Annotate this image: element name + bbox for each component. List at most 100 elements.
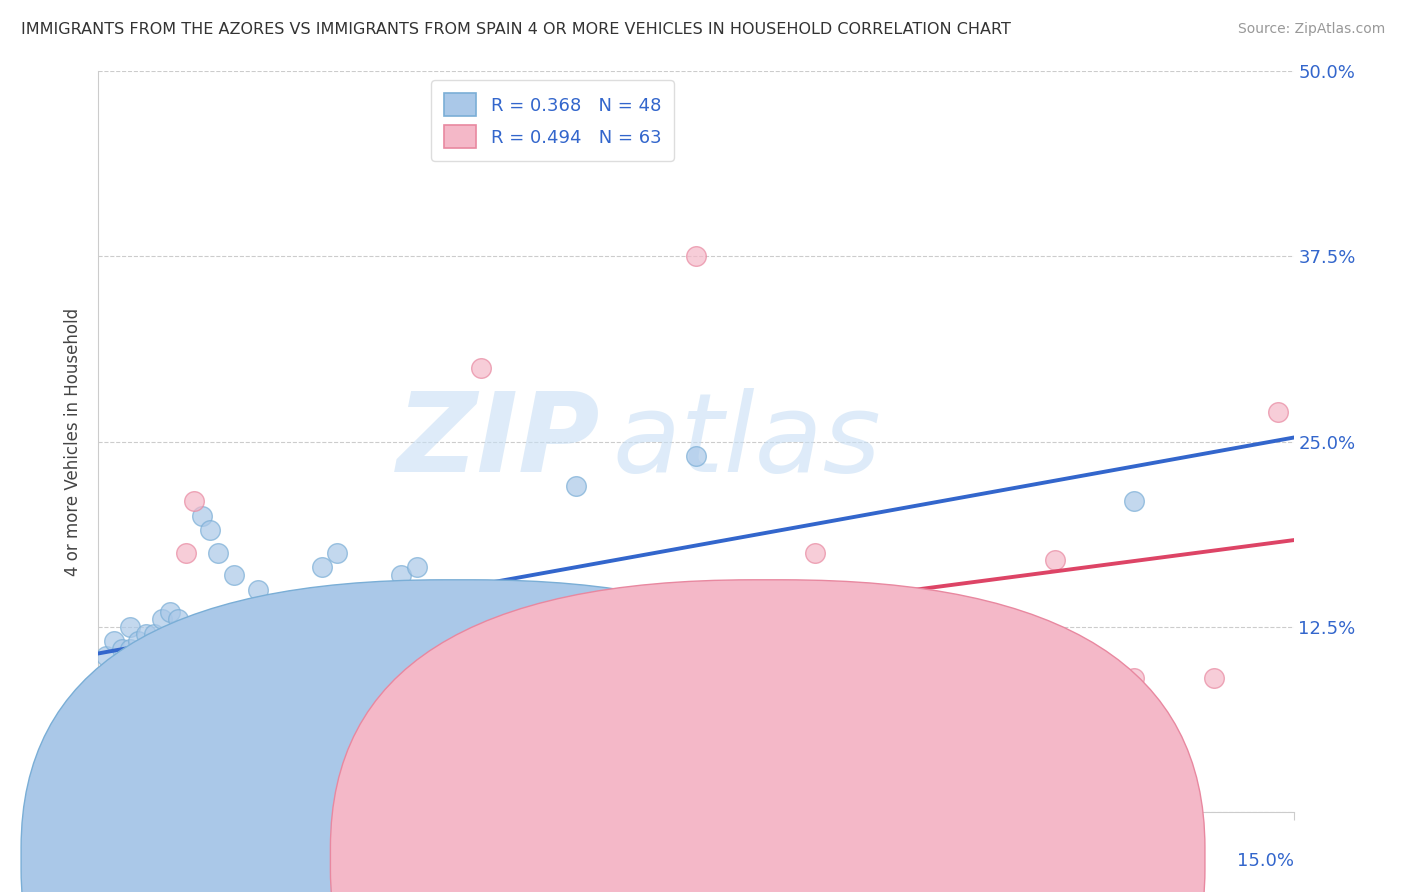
Point xyxy=(231,641,253,656)
Point xyxy=(143,664,166,678)
Point xyxy=(287,789,309,804)
Point xyxy=(963,664,986,678)
Point xyxy=(143,731,166,745)
Text: Immigrants from the Azores: Immigrants from the Azores xyxy=(485,849,718,868)
Point xyxy=(191,708,214,723)
Point xyxy=(685,250,707,264)
Point xyxy=(159,657,181,671)
Point xyxy=(326,612,349,626)
Point xyxy=(111,686,134,700)
Point xyxy=(724,694,747,708)
Point xyxy=(470,360,492,375)
Point xyxy=(263,612,285,626)
Point xyxy=(406,560,429,574)
Point xyxy=(127,715,149,730)
Point xyxy=(565,664,588,678)
Point xyxy=(526,612,548,626)
Point xyxy=(150,715,173,730)
Point xyxy=(150,657,173,671)
Legend: R = 0.368   N = 48, R = 0.494   N = 63: R = 0.368 N = 48, R = 0.494 N = 63 xyxy=(432,80,673,161)
Point xyxy=(366,672,388,686)
Text: atlas: atlas xyxy=(613,388,882,495)
Point xyxy=(565,479,588,493)
Point xyxy=(150,686,173,700)
Point xyxy=(1202,672,1225,686)
Point xyxy=(263,619,285,633)
Point xyxy=(231,672,253,686)
Point xyxy=(150,634,173,648)
Point xyxy=(135,672,157,686)
Point xyxy=(342,641,364,656)
Point xyxy=(311,560,333,574)
Point xyxy=(143,657,166,671)
Point xyxy=(143,672,166,686)
Point xyxy=(120,641,142,656)
Point xyxy=(174,641,197,656)
Point xyxy=(191,508,214,523)
Point xyxy=(103,738,125,752)
Point xyxy=(127,679,149,693)
Point xyxy=(884,657,907,671)
Point xyxy=(103,694,125,708)
Point xyxy=(765,672,787,686)
Point xyxy=(389,567,412,582)
Point xyxy=(127,664,149,678)
Point xyxy=(96,649,118,664)
Point xyxy=(120,723,142,738)
Point xyxy=(326,546,349,560)
Point xyxy=(1123,672,1146,686)
Point xyxy=(159,605,181,619)
Point xyxy=(135,649,157,664)
Point xyxy=(111,746,134,760)
Point xyxy=(150,612,173,626)
Point xyxy=(135,679,157,693)
Point xyxy=(430,605,453,619)
Point xyxy=(207,701,229,715)
Point xyxy=(183,634,205,648)
Point xyxy=(1267,405,1289,419)
Point xyxy=(246,582,269,597)
Point xyxy=(167,649,190,664)
Point xyxy=(389,664,412,678)
Point xyxy=(804,612,827,626)
Point xyxy=(198,524,221,538)
Point xyxy=(485,657,508,671)
Point xyxy=(366,657,388,671)
Point xyxy=(127,657,149,671)
Point xyxy=(605,657,627,671)
Point xyxy=(103,664,125,678)
Point xyxy=(143,694,166,708)
Point xyxy=(111,672,134,686)
Text: 0.0%: 0.0% xyxy=(98,852,143,870)
Point xyxy=(96,731,118,745)
Point xyxy=(174,546,197,560)
Point xyxy=(645,641,668,656)
Point xyxy=(143,627,166,641)
Point xyxy=(302,672,325,686)
Point xyxy=(685,450,707,464)
Point xyxy=(150,664,173,678)
Point xyxy=(135,723,157,738)
Text: Immigrants from Spain: Immigrants from Spain xyxy=(794,849,986,868)
Point xyxy=(120,664,142,678)
Point xyxy=(120,701,142,715)
Point xyxy=(215,657,238,671)
Point xyxy=(183,493,205,508)
Point xyxy=(287,664,309,678)
Point xyxy=(135,664,157,678)
Point xyxy=(135,627,157,641)
Point xyxy=(120,679,142,693)
Point xyxy=(103,634,125,648)
Point xyxy=(127,738,149,752)
Point xyxy=(159,679,181,693)
Text: Source: ZipAtlas.com: Source: ZipAtlas.com xyxy=(1237,22,1385,37)
Point xyxy=(96,672,118,686)
Y-axis label: 4 or more Vehicles in Household: 4 or more Vehicles in Household xyxy=(65,308,83,575)
Point xyxy=(1123,493,1146,508)
Point xyxy=(215,664,238,678)
Point xyxy=(246,679,269,693)
Point xyxy=(167,708,190,723)
Point xyxy=(167,664,190,678)
Point xyxy=(127,634,149,648)
Point xyxy=(135,701,157,715)
